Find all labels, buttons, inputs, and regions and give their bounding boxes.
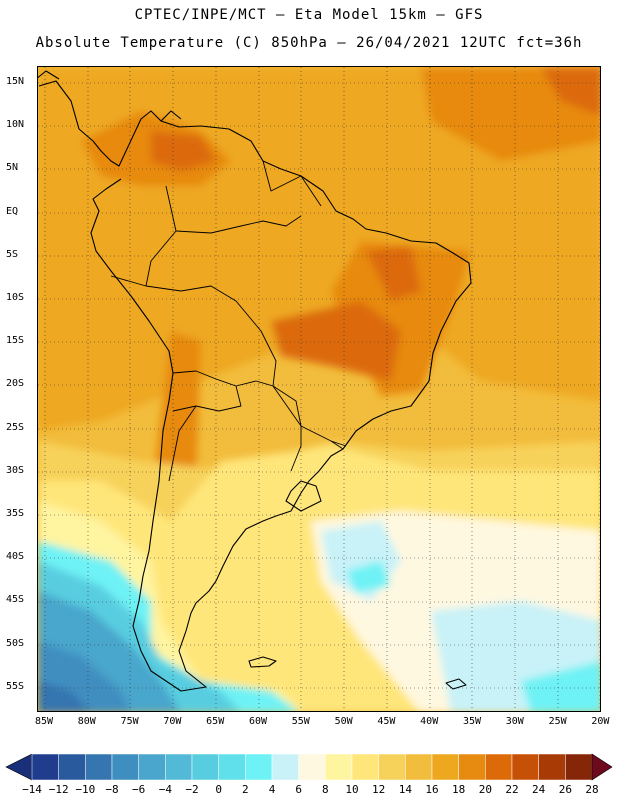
lon-label: 85W [34, 716, 54, 727]
colorbar-tick-label: 20 [478, 783, 492, 796]
colorbar-under-arrow [5, 753, 33, 781]
lat-label: 45S [6, 594, 25, 606]
colorbar-swatch [511, 753, 539, 781]
lon-label: 60W [248, 716, 268, 727]
lon-label: 75W [120, 716, 139, 727]
colorbar-tick-label: −6 [132, 783, 146, 796]
colorbar-tick-label: −8 [105, 783, 119, 796]
colorbar-swatch [298, 753, 326, 781]
lon-label: 30W [505, 716, 524, 727]
colorbar-over-arrow [591, 753, 613, 781]
colorbar-tick-label: 24 [532, 783, 546, 796]
lat-label: 40S [6, 551, 25, 563]
colorbar-tick-label: 14 [398, 783, 412, 796]
colorbar-tick-label: 12 [372, 783, 386, 796]
lat-label: 50S [6, 637, 25, 649]
colorbar-tick-label: 22 [505, 783, 519, 796]
lon-label: 40W [420, 716, 439, 727]
colorbar-tick-label: 6 [295, 783, 302, 796]
lon-label: 25W [548, 716, 567, 727]
lon-label: 80W [77, 716, 96, 727]
lon-label: 45W [377, 716, 396, 727]
colorbar-tick-label: −14 [22, 783, 42, 796]
lon-label: 20W [591, 716, 610, 727]
temperature-map [37, 66, 601, 712]
colorbar-swatch [245, 753, 273, 781]
colorbar-tick-label: 28 [585, 783, 599, 796]
lat-label: 15S [6, 335, 25, 347]
colorbar-swatch [325, 753, 353, 781]
colorbar-tick-label: 26 [558, 783, 572, 796]
colorbar-swatch [538, 753, 566, 781]
colorbar-tick-label: 8 [322, 783, 329, 796]
colorbar-swatch [271, 753, 299, 781]
colorbar-swatch [458, 753, 486, 781]
lat-label: 15N [6, 76, 25, 87]
lat-label: 55S [6, 680, 25, 692]
colorbar-swatch [565, 753, 593, 781]
colorbar-swatch [138, 753, 166, 781]
lat-label: 5N [6, 162, 19, 174]
lat-label: 5S [6, 248, 19, 260]
colorbar-tick-label: 10 [345, 783, 359, 796]
colorbar-swatch [351, 753, 379, 781]
colorbar-tick-label: 18 [452, 783, 466, 796]
coastlines [38, 70, 472, 692]
lat-label: 30S [6, 464, 25, 476]
lat-label: 10N [6, 119, 25, 131]
colorbar-tick-label: 4 [268, 783, 276, 796]
colorbar-swatch [378, 753, 406, 781]
colorbar-swatch [405, 753, 433, 781]
colorbar-swatch [485, 753, 513, 781]
lat-label: 25S [6, 421, 25, 433]
colorbar-swatch [111, 753, 139, 781]
lon-label: 50W [334, 716, 353, 727]
colorbar-swatch [85, 753, 113, 781]
colorbar-tick-label: −2 [185, 783, 199, 796]
colorbar-tick-label: 16 [425, 783, 439, 796]
lat-label: 20S [6, 378, 25, 390]
lon-label: 55W [291, 716, 310, 727]
lon-label: 65W [206, 716, 225, 727]
colorbar-tick-label: 0 [215, 783, 222, 796]
country-borders [110, 160, 347, 482]
colorbar-swatch [218, 753, 246, 781]
colorbar-tick-label: −4 [158, 783, 172, 796]
map-title-line1: CPTEC/INPE/MCT – Eta Model 15km – GFS [134, 7, 484, 23]
colorbar [5, 753, 613, 781]
colorbar-swatch [58, 753, 86, 781]
colorbar-swatch [31, 753, 59, 781]
map-title-line2: Absolute Temperature (C) 850hPa – 26/04/… [35, 35, 583, 51]
colorbar-tick-label: −12 [48, 783, 69, 796]
colorbar-swatch [431, 753, 459, 781]
lat-label: EQ [6, 205, 19, 217]
lon-label: 70W [163, 716, 182, 727]
lat-label: 35S [6, 508, 25, 519]
colorbar-swatch [165, 753, 193, 781]
lat-label: 10S [6, 292, 25, 303]
lon-label: 35W [462, 716, 482, 727]
colorbar-tick-label: −10 [75, 783, 96, 796]
colorbar-tick-label: 2 [242, 783, 249, 796]
colorbar-swatch [191, 753, 219, 781]
